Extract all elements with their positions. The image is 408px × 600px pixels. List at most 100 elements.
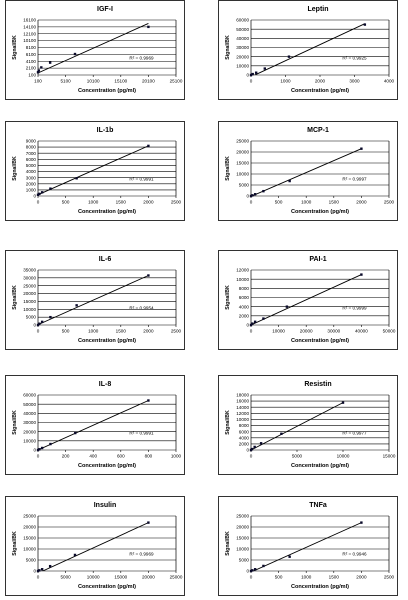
data-point [36,323,40,327]
x-tick-label: 2000 [356,575,367,580]
y-tick-label: 15000 [23,536,36,541]
chart-frame [5,250,185,350]
data-point [48,61,52,64]
y-tick-label: 30000 [23,420,36,425]
r-squared-label: R² = 0.9954 [129,306,154,311]
x-tick-label: 20000 [300,329,313,334]
y-tick-label: 10000 [236,63,249,68]
y-axis-label: Signal/BK [12,531,18,556]
data-point [147,274,150,277]
y-tick-label: 0 [246,323,249,328]
y-tick-label: 2000 [26,181,37,186]
chart-svg: 0 5000 10000 15000 20000 25000 0 500 1000 1500 200… [218,121,398,221]
x-tick-label: 400 [89,454,97,459]
data-point [287,55,291,58]
data-point [250,447,254,451]
x-tick-label: 0 [250,575,253,580]
y-tick-label: 10000 [23,438,36,443]
data-point [253,568,257,571]
trend-line [251,148,362,196]
data-point [254,71,258,74]
y-tick-label: 10000 [236,277,249,282]
y-tick-label: 0 [33,323,36,328]
x-tick-label: 1500 [329,575,340,580]
y-tick-label: 20000 [23,525,36,530]
y-tick-label: 15000 [23,299,36,304]
x-tick-label: 20100 [142,79,155,84]
x-axis-label: Concentration (pg/ml) [291,88,349,94]
trend-line [251,402,344,450]
chart-title: IL-6 [99,256,112,263]
x-tick-label: 3000 [349,79,360,84]
data-point [251,322,254,325]
x-axis-label: Concentration (pg/ml) [78,463,136,469]
y-tick-label: 20000 [236,150,249,155]
x-tick-label: 0 [250,329,253,334]
y-tick-label: 9000 [26,139,37,144]
y-tick-label: 2000 [239,313,250,318]
data-point [38,448,41,451]
y-tick-label: 12000 [236,411,249,416]
r-squared-label: R² = 0.9999 [342,306,367,311]
chart-panel-mcp-1: 0 5000 10000 15000 20000 25000 0 500 1000 1500 200… [218,121,398,221]
y-tick-label: 10000 [236,172,249,177]
r-squared-label: R² = 0.9969 [129,56,154,61]
y-tick-label: 2000 [239,441,250,446]
chart-panel-leptin: 0 10000 20000 30000 40000 50000 60000 0 1000 2000… [218,0,398,100]
data-point [249,194,253,198]
y-tick-label: 60000 [236,18,249,23]
chart-frame [5,0,185,100]
x-tick-label: 0 [37,329,40,334]
y-tick-label: 7000 [26,151,37,156]
trend-line [253,23,366,75]
x-tick-label: 15000 [114,575,127,580]
x-tick-label: 4000 [384,79,395,84]
x-tick-label: 2000 [143,329,154,334]
x-axis-label: Concentration (pg/ml) [291,209,349,215]
x-axis-label: Concentration (pg/ml) [291,463,349,469]
y-tick-label: 10000 [23,307,36,312]
x-tick-label: 5100 [60,79,71,84]
x-tick-label: 2500 [171,329,182,334]
data-point [36,71,40,74]
y-tick-label: 20000 [236,525,249,530]
y-tick-label: 30000 [236,45,249,50]
y-tick-label: 25000 [23,283,36,288]
y-tick-label: 5000 [26,163,37,168]
x-tick-label: 1500 [329,200,340,205]
chart-panel-insulin: 0 5000 10000 15000 20000 25000 0 5000 10000 15000… [5,496,185,596]
trend-line [38,23,149,74]
y-tick-label: 25000 [23,514,36,519]
y-axis-label: Signal/BK [225,531,231,556]
y-tick-label: 6000 [239,429,250,434]
x-tick-label: 25100 [170,79,183,84]
y-tick-label: 4100 [26,59,37,64]
y-tick-label: 40000 [236,36,249,41]
data-point [49,315,52,319]
y-tick-label: 3000 [26,175,37,180]
data-point [262,189,265,193]
data-point [288,555,291,558]
x-tick-label: 1000 [88,200,99,205]
x-tick-label: 800 [145,454,153,459]
chart-svg: 0 5000 10000 15000 20000 25000 0 500 1000 1500 200… [218,496,398,596]
r-squared-label: R² = 0.9977 [342,431,367,436]
chart-panel-igf-i: 100 2100 4100 6100 8100 10100 12100 14100 16100 1… [5,0,185,100]
x-tick-label: 1000 [301,200,312,205]
r-squared-label: R² = 0.9925 [342,56,367,61]
x-tick-label: 1000 [280,79,291,84]
y-axis-label: Signal/BK [12,285,18,310]
chart-title: IL-8 [99,381,112,388]
x-tick-label: 500 [62,200,70,205]
y-tick-label: 100 [28,73,36,78]
y-tick-label: 12100 [23,31,36,36]
x-tick-label: 0 [250,454,253,459]
data-point [40,446,44,450]
y-tick-label: 0 [246,448,249,453]
y-tick-label: 10000 [23,547,36,552]
data-point [259,442,263,445]
x-tick-label: 10000 [337,454,350,459]
x-tick-label: 500 [62,329,70,334]
y-tick-label: 8000 [239,286,250,291]
